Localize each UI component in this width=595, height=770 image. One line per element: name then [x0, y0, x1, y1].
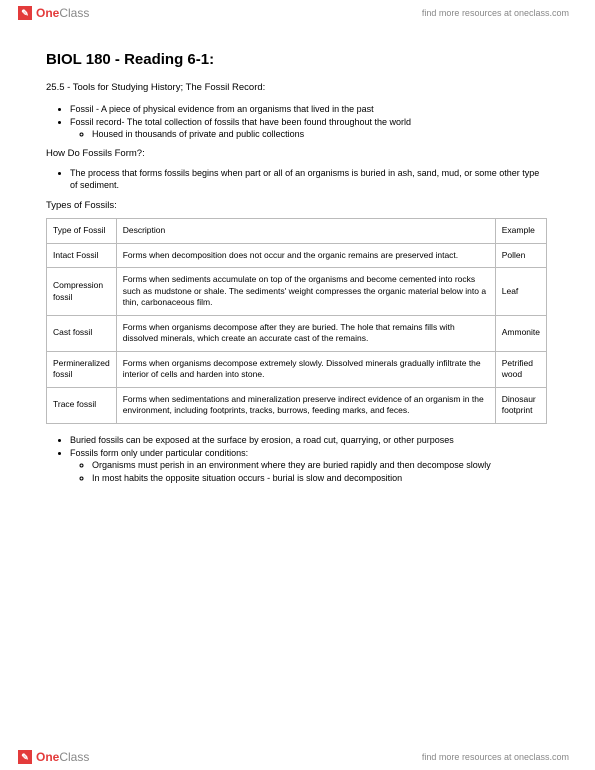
brand-one: One — [36, 750, 59, 764]
list-text: Fossil record- The total collection of f… — [70, 117, 411, 127]
post-list: Buried fossils can be exposed at the sur… — [70, 434, 547, 485]
table-cell: Dinosaur footprint — [495, 387, 546, 423]
types-label: Types of Fossils: — [46, 200, 547, 213]
how-list: The process that forms fossils begins wh… — [70, 167, 547, 191]
find-resources-link-bottom[interactable]: find more resources at oneclass.com — [422, 752, 569, 762]
table-cell: Cast fossil — [47, 315, 117, 351]
table-cell: Compression fossil — [47, 268, 117, 315]
table-cell: Leaf — [495, 268, 546, 315]
pencil-icon: ✎ — [18, 6, 32, 20]
brand-one: One — [36, 6, 59, 20]
brand-class: Class — [59, 750, 89, 764]
table-row: Cast fossil Forms when organisms decompo… — [47, 315, 547, 351]
list-item: Organisms must perish in an environment … — [92, 459, 547, 471]
table-row: Permineralized fossil Forms when organis… — [47, 351, 547, 387]
table-cell: Forms when sedimentations and mineraliza… — [116, 387, 495, 423]
table-cell: Forms when sediments accumulate on top o… — [116, 268, 495, 315]
fossil-table: Type of Fossil Description Example Intac… — [46, 218, 547, 423]
brand-class: Class — [59, 6, 89, 20]
table-cell: Forms when organisms decompose extremely… — [116, 351, 495, 387]
table-cell: Trace fossil — [47, 387, 117, 423]
brand-logo: ✎ OneClass — [18, 6, 89, 20]
page-title: BIOL 180 - Reading 6-1: — [46, 50, 547, 70]
table-row: Type of Fossil Description Example — [47, 219, 547, 243]
table-row: Intact Fossil Forms when decomposition d… — [47, 243, 547, 267]
page-header: ✎ OneClass find more resources at onecla… — [0, 0, 595, 26]
how-label: How Do Fossils Form?: — [46, 148, 547, 161]
list-text: Fossils form only under particular condi… — [70, 448, 248, 458]
table-cell: Ammonite — [495, 315, 546, 351]
table-header-cell: Description — [116, 219, 495, 243]
table-cell: Permineralized fossil — [47, 351, 117, 387]
brand-logo-footer: ✎ OneClass — [18, 750, 89, 764]
list-item: The process that forms fossils begins wh… — [70, 167, 547, 191]
table-header-cell: Example — [495, 219, 546, 243]
intro-list: Fossil - A piece of physical evidence fr… — [70, 103, 547, 140]
table-header-cell: Type of Fossil — [47, 219, 117, 243]
list-item: In most habits the opposite situation oc… — [92, 472, 547, 484]
page-footer: ✎ OneClass find more resources at onecla… — [0, 744, 595, 770]
list-item: Housed in thousands of private and publi… — [92, 128, 547, 140]
table-row: Trace fossil Forms when sedimentations a… — [47, 387, 547, 423]
table-cell: Forms when decomposition does not occur … — [116, 243, 495, 267]
table-cell: Pollen — [495, 243, 546, 267]
table-cell: Forms when organisms decompose after the… — [116, 315, 495, 351]
table-cell: Petrified wood — [495, 351, 546, 387]
table-row: Compression fossil Forms when sediments … — [47, 268, 547, 315]
table-cell: Intact Fossil — [47, 243, 117, 267]
list-item: Fossil record- The total collection of f… — [70, 116, 547, 140]
pencil-icon: ✎ — [18, 750, 32, 764]
list-item: Fossil - A piece of physical evidence fr… — [70, 103, 547, 115]
find-resources-link-top[interactable]: find more resources at oneclass.com — [422, 8, 569, 18]
document-content: BIOL 180 - Reading 6-1: 25.5 - Tools for… — [46, 50, 547, 730]
list-item: Buried fossils can be exposed at the sur… — [70, 434, 547, 446]
list-item: Fossils form only under particular condi… — [70, 447, 547, 484]
section-subtitle: 25.5 - Tools for Studying History; The F… — [46, 82, 547, 95]
